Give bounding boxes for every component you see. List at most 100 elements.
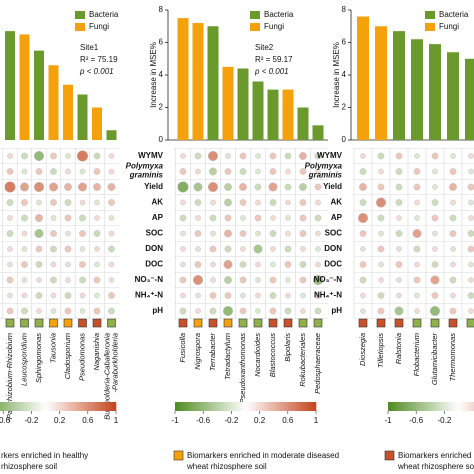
row-label: Yield: [323, 182, 342, 191]
bubble: [195, 308, 201, 314]
enrichment-legend-label: wheat rhizosphere soil: [186, 462, 267, 471]
bubble: [65, 277, 71, 283]
bubble: [79, 261, 86, 268]
bubble: [224, 214, 232, 222]
bubble: [21, 152, 28, 160]
bubble: [299, 199, 307, 206]
enrichment-legend-swatch: [384, 450, 395, 461]
colorbar-segment: [31, 402, 36, 411]
bubble: [377, 292, 385, 299]
enrichment-marker: [63, 318, 73, 328]
colorbar-segment: [433, 402, 438, 411]
colorbar-segment: [178, 402, 183, 411]
bubble: [395, 168, 403, 175]
bubble: [413, 276, 421, 284]
bar: [465, 58, 474, 140]
bubble: [255, 308, 261, 314]
bubble: [108, 230, 115, 237]
colorbar-segment: [220, 402, 225, 411]
bar: [77, 94, 88, 140]
enrichment-legend-label: wheat rhizosphere soil: [397, 462, 474, 471]
bubble: [50, 245, 57, 253]
bar: [252, 81, 264, 140]
bar: [63, 84, 73, 140]
bubble: [449, 307, 457, 315]
bubble: [285, 292, 291, 299]
bubble: [414, 199, 420, 206]
bubble: [285, 199, 291, 206]
bubble: [224, 168, 232, 175]
category-label: Pseudoxanthomonas: [238, 333, 247, 404]
category-label: Dioszegia: [358, 333, 367, 366]
colorbar-segment: [227, 402, 232, 411]
colorbar-segment: [20, 402, 25, 411]
row-label: graminis: [308, 171, 343, 180]
colorbar-tick-label: -0.2: [438, 416, 452, 425]
row-label: WYMV: [317, 151, 343, 160]
bubble: [432, 230, 438, 237]
bubble: [50, 152, 57, 160]
bubble: [413, 245, 421, 253]
colorbar-segment: [430, 402, 435, 411]
row-label: NO₃⁻-N: [314, 275, 343, 284]
colorbar-tick-label: -0.2: [25, 416, 39, 425]
legend-label: Bacteria: [264, 10, 294, 19]
bubble: [64, 199, 72, 206]
y-tick-label: 8: [342, 5, 347, 14]
bubble: [21, 230, 28, 237]
bubble: [468, 168, 474, 175]
bubble: [270, 246, 276, 252]
row-label: DOC: [324, 260, 342, 269]
colorbar-segment: [45, 402, 50, 411]
colorbar-segment: [256, 402, 260, 411]
category-label: Sphingomonas: [34, 333, 43, 383]
bubble: [195, 292, 201, 299]
bubble: [413, 183, 421, 191]
bubble: [240, 246, 246, 252]
bubble: [269, 276, 277, 284]
bubble: [179, 214, 187, 222]
colorbar-segment: [77, 402, 82, 411]
colorbar-segment: [305, 402, 310, 411]
bubble: [36, 199, 42, 206]
colorbar-tick-label: -0.6: [196, 416, 210, 425]
bubble: [224, 183, 232, 191]
bubble: [93, 168, 101, 175]
bubble: [270, 261, 276, 268]
colorbar-segment: [294, 402, 299, 411]
legend-label: Bacteria: [439, 10, 469, 19]
colorbar-segment: [252, 402, 257, 411]
bubble: [314, 307, 322, 315]
colorbar-segment: [398, 402, 403, 411]
enrichment-legend-label: rhizosphere soil: [1, 462, 57, 471]
bubble: [314, 292, 322, 299]
bubble: [50, 215, 57, 221]
bubble: [360, 308, 366, 314]
bar: [429, 44, 441, 140]
colorbar-segment: [277, 402, 282, 411]
category-label: Flobacterium: [412, 333, 421, 376]
enrichment-marker: [376, 318, 386, 328]
bubble: [223, 260, 233, 269]
bubble: [239, 276, 247, 284]
bubble: [377, 245, 385, 253]
bubble: [4, 181, 16, 193]
colorbar-segment: [391, 402, 396, 411]
colorbar-segment: [291, 402, 296, 411]
row-label: DON: [145, 244, 163, 253]
bubble: [359, 276, 367, 284]
bubble: [269, 230, 277, 237]
bubble: [395, 152, 403, 160]
bubble: [299, 152, 307, 160]
colorbar-segment: [98, 402, 103, 411]
enrichment-marker: [238, 318, 248, 328]
bubble: [359, 183, 367, 191]
bar: [106, 130, 117, 140]
colorbar-segment: [447, 402, 452, 411]
colorbar-tick-label: -0.6: [0, 416, 11, 425]
bubble: [395, 183, 403, 191]
bubble: [207, 181, 218, 192]
bubble: [284, 307, 292, 315]
bubble: [50, 261, 57, 268]
bubble: [468, 199, 474, 206]
